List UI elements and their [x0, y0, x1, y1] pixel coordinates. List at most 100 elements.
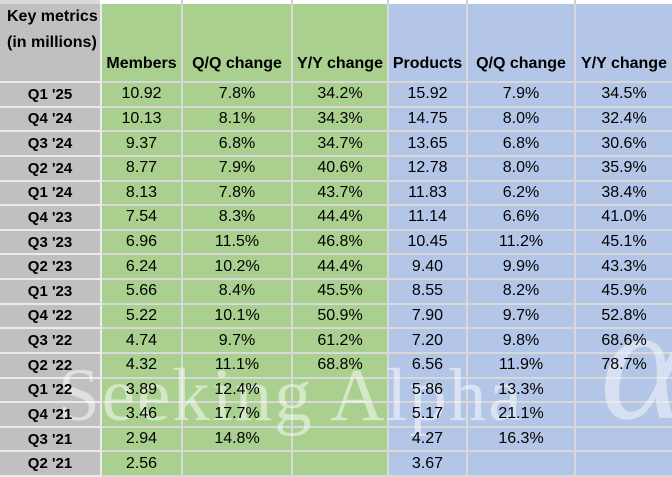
value-cell: 45.1% [576, 230, 672, 256]
cell-text: 13.65 [407, 134, 448, 152]
quarter-label-cell: Q2 '22 [0, 353, 102, 379]
cell-text: 8.4% [218, 282, 256, 300]
cell-text: Q1 '22 [27, 381, 73, 399]
value-cell: 6.24 [102, 255, 183, 280]
quarter-label-cell: Q4 '24 [0, 107, 102, 133]
cell-text: 8.2% [502, 282, 540, 300]
cell-text: 5.66 [125, 282, 158, 300]
cell-text: 52.8% [601, 306, 647, 324]
cell-text: 8.3% [218, 208, 256, 226]
value-cell: 5.22 [102, 304, 183, 330]
value-cell: 5.86 [389, 378, 468, 404]
cell-text: Q3 '23 [27, 233, 73, 251]
value-cell: 14.75 [389, 107, 468, 133]
value-cell: 4.27 [389, 427, 468, 453]
cell-text: 68.6% [601, 331, 647, 349]
cell-text: 9.9% [502, 257, 540, 275]
cell-text: 35.9% [601, 159, 647, 177]
value-cell: 6.2% [468, 181, 576, 207]
cell-text: 11.1% [214, 356, 260, 374]
value-cell: 10.13 [102, 107, 183, 133]
cell-text: 41.0% [601, 208, 647, 226]
value-cell: 12.78 [389, 156, 468, 182]
value-cell: 7.8% [183, 181, 293, 207]
value-cell: 6.8% [468, 132, 576, 157]
cell-text: Q2 '22 [27, 356, 73, 374]
cell-text: 7.20 [411, 331, 444, 349]
cell-text: 12.78 [407, 159, 448, 177]
column-header-products-yy-change: Y/Y change [576, 4, 672, 83]
quarter-label-cell: Q2 '21 [0, 452, 102, 477]
value-cell: 7.54 [102, 206, 183, 231]
cell-text: 8.77 [125, 159, 158, 177]
cell-text: 44.4% [317, 208, 363, 226]
cell-text: 8.0% [502, 109, 540, 127]
value-cell: 8.77 [102, 156, 183, 182]
top-strip-cell [576, 0, 672, 4]
cell-text: 34.7% [317, 134, 363, 152]
cell-text: 6.56 [411, 356, 444, 374]
value-cell: 12.4% [183, 378, 293, 404]
value-cell [183, 452, 293, 477]
value-cell: 9.7% [468, 304, 576, 330]
value-cell: 11.14 [389, 206, 468, 231]
value-cell: 7.8% [183, 83, 293, 108]
value-cell: 68.6% [576, 329, 672, 354]
cell-text: 8.1% [218, 109, 256, 127]
cell-text: 6.24 [125, 257, 158, 275]
value-cell: 5.66 [102, 280, 183, 305]
cell-text: 30.6% [601, 134, 647, 152]
column-header-members-yy-change: Y/Y change [293, 4, 389, 83]
quarter-label-cell: Q4 '21 [0, 403, 102, 428]
column-header-members-qq-change: Q/Q change [183, 4, 293, 83]
cell-text: 4.74 [125, 331, 158, 349]
quarter-label-cell: Q4 '23 [0, 206, 102, 231]
value-cell: 6.8% [183, 132, 293, 157]
cell-text: 9.7% [218, 331, 256, 349]
cell-text: 32.4% [601, 109, 647, 127]
value-cell: 11.5% [183, 230, 293, 256]
column-header-text: Y/Y change [581, 55, 667, 72]
value-cell: 5.17 [389, 403, 468, 428]
value-cell: 61.2% [293, 329, 389, 354]
column-header-text: Q/Q change [192, 55, 282, 72]
value-cell: 8.4% [183, 280, 293, 305]
value-cell: 10.2% [183, 255, 293, 280]
cell-text: 8.0% [502, 159, 540, 177]
cell-text: Q3 '21 [27, 430, 73, 448]
value-cell: 9.9% [468, 255, 576, 280]
value-cell: 38.4% [576, 181, 672, 207]
cell-text: Q4 '24 [27, 110, 73, 128]
value-cell: 8.55 [389, 280, 468, 305]
cell-text: Q1 '23 [27, 282, 73, 300]
value-cell: 40.6% [293, 156, 389, 182]
value-cell: 30.6% [576, 132, 672, 157]
value-cell: 11.1% [183, 353, 293, 379]
quarter-label-cell: Q4 '22 [0, 304, 102, 330]
value-cell: 8.1% [183, 107, 293, 133]
quarter-label-cell: Q2 '24 [0, 156, 102, 182]
cell-text: 78.7% [601, 356, 647, 374]
value-cell: 6.96 [102, 230, 183, 256]
cell-text: 3.89 [125, 380, 158, 398]
value-cell: 9.40 [389, 255, 468, 280]
cell-text: 10.1% [214, 306, 260, 324]
value-cell: 10.92 [102, 83, 183, 108]
cell-text: 11.5% [214, 233, 260, 251]
column-header-text: Products [392, 55, 463, 72]
cell-text: 5.22 [125, 306, 158, 324]
value-cell: 68.8% [293, 353, 389, 379]
cell-text: 10.45 [407, 233, 448, 251]
cell-text: 5.86 [411, 380, 444, 398]
value-cell: 11.83 [389, 181, 468, 207]
cell-text: 11.83 [408, 183, 447, 201]
cell-text: 7.9% [502, 85, 540, 103]
value-cell: 34.5% [576, 83, 672, 108]
value-cell: 34.2% [293, 83, 389, 108]
value-cell: 34.7% [293, 132, 389, 157]
cell-text: 6.8% [218, 134, 256, 152]
cell-text: 34.2% [317, 85, 363, 103]
cell-text: Q2 '21 [27, 455, 73, 473]
quarter-label-cell: Q3 '23 [0, 230, 102, 256]
